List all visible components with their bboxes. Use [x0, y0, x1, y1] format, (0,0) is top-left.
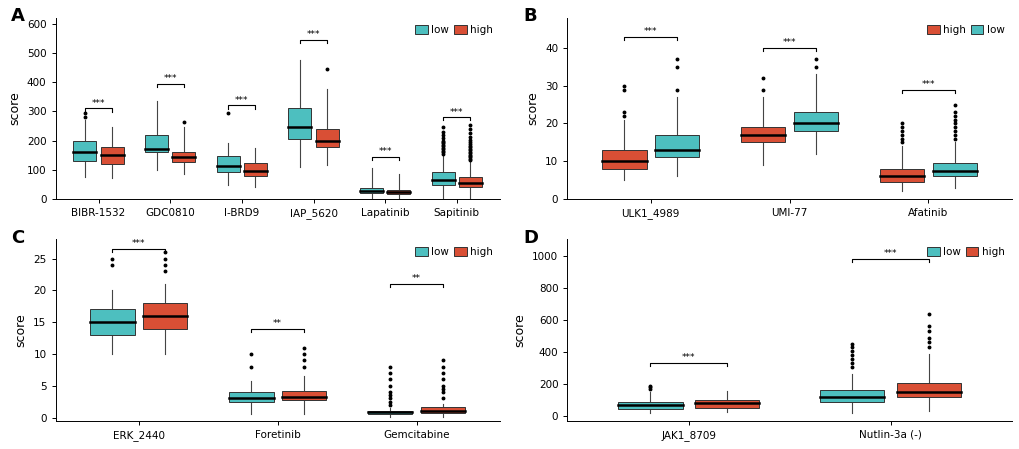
Bar [90, 309, 135, 335]
Y-axis label: score: score [8, 92, 21, 125]
Legend: low, high: low, high [413, 245, 494, 259]
Bar [217, 156, 239, 172]
Text: ***: *** [163, 74, 176, 83]
Y-axis label: score: score [526, 92, 539, 125]
Text: ***: *** [378, 147, 391, 156]
Bar [694, 400, 758, 408]
Bar [740, 127, 785, 142]
Text: B: B [523, 7, 536, 25]
Bar [618, 402, 682, 409]
Y-axis label: score: score [514, 313, 526, 347]
Bar [229, 392, 273, 402]
Bar [931, 163, 976, 176]
Text: ***: *** [92, 99, 105, 108]
Legend: low, high: low, high [924, 245, 1006, 259]
Legend: low, high: low, high [413, 23, 494, 37]
Bar [73, 141, 96, 161]
Bar [360, 188, 382, 193]
Text: ***: *** [882, 249, 897, 258]
Text: ***: *** [782, 38, 796, 47]
Bar [420, 407, 465, 413]
Y-axis label: score: score [14, 313, 28, 347]
Bar [281, 391, 326, 400]
Bar [387, 190, 410, 194]
Bar [172, 152, 195, 162]
Bar [601, 150, 646, 169]
Text: ***: *** [132, 239, 146, 248]
Bar [101, 147, 123, 164]
Text: C: C [11, 229, 24, 247]
Bar [654, 135, 699, 158]
Bar [896, 383, 960, 397]
Bar [143, 303, 187, 329]
Text: **: ** [273, 319, 282, 328]
Text: ***: *** [681, 353, 695, 362]
Bar [879, 169, 923, 182]
Text: ***: *** [307, 30, 320, 39]
Text: D: D [523, 229, 537, 247]
Bar [315, 129, 338, 147]
Bar [459, 177, 481, 187]
Text: ***: *** [449, 107, 463, 116]
Bar [288, 108, 311, 139]
Text: ***: *** [643, 27, 657, 36]
Bar [793, 112, 838, 131]
Text: ***: *** [234, 96, 249, 105]
Bar [145, 135, 168, 152]
Text: ***: *** [921, 80, 934, 89]
Legend: high, low: high, low [924, 23, 1006, 37]
Bar [431, 172, 454, 185]
Bar [244, 163, 267, 176]
Text: **: ** [412, 274, 421, 283]
Bar [819, 390, 883, 402]
Text: A: A [11, 7, 25, 25]
Bar [368, 410, 412, 414]
